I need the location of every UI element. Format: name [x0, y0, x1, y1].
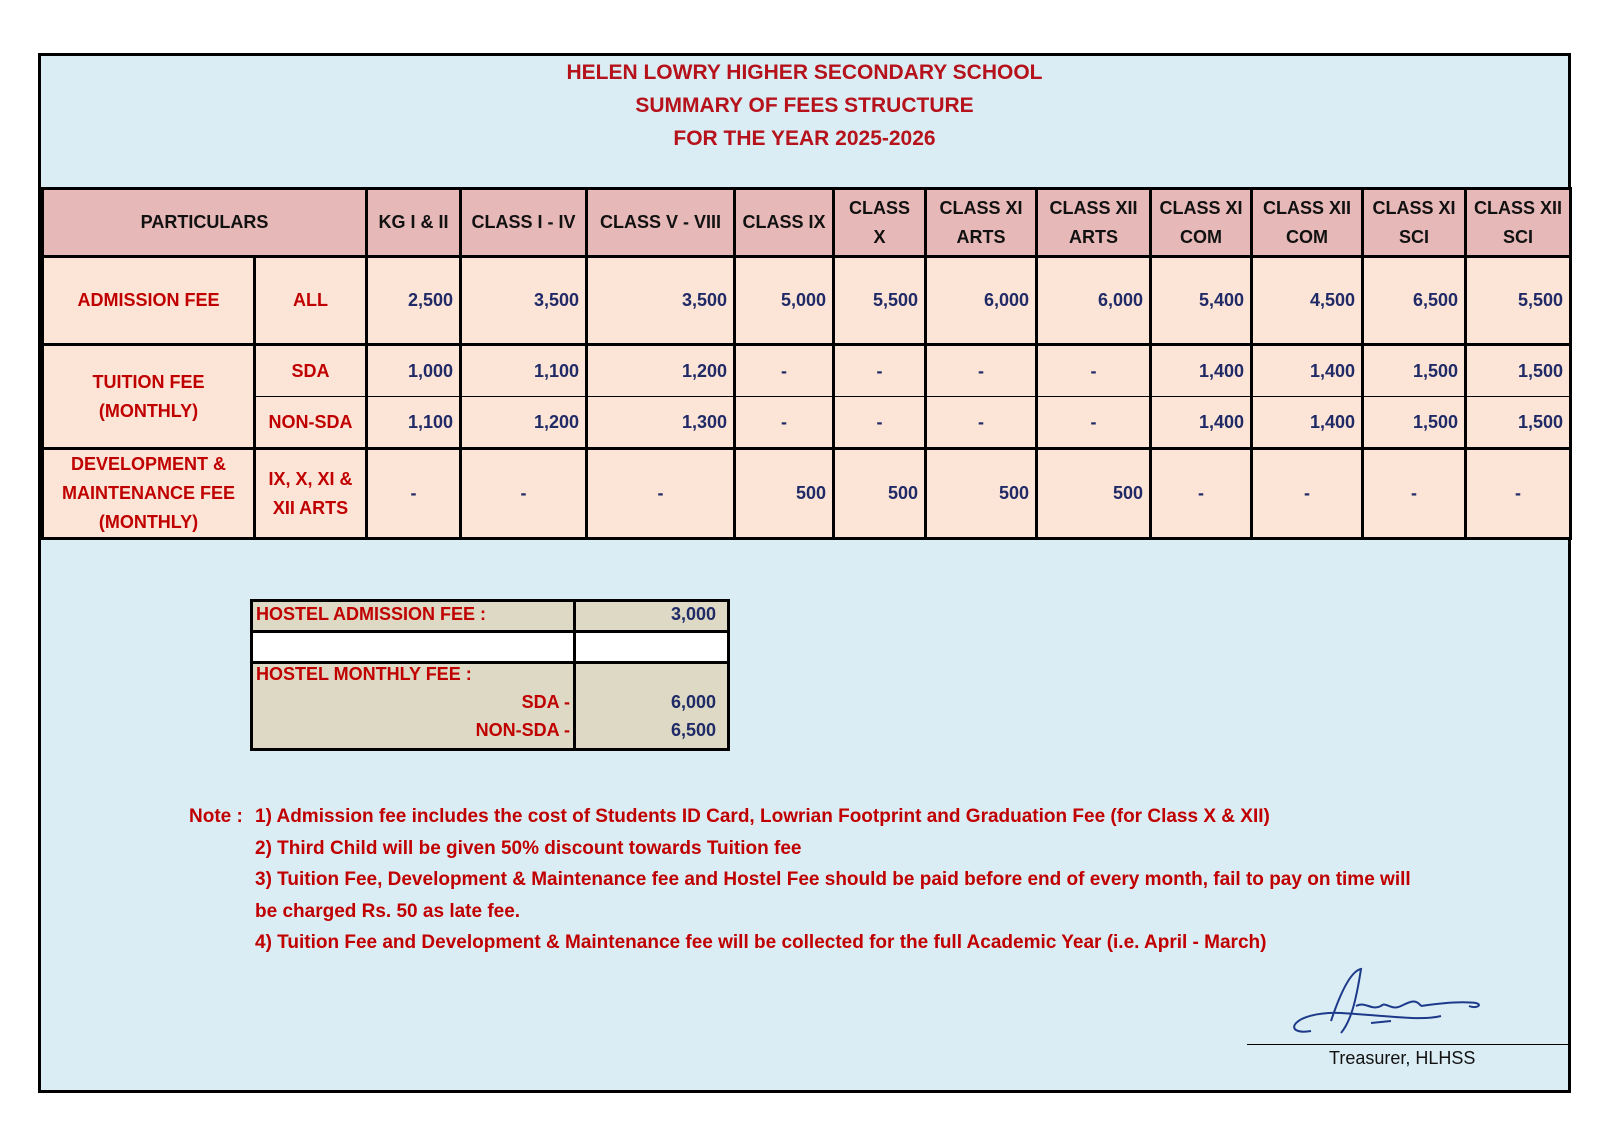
column-header: CLASS V - VIII: [585, 187, 737, 258]
fee-value: 4,500: [1250, 255, 1365, 346]
fee-value: -: [832, 343, 928, 397]
fee-value: -: [1149, 447, 1254, 540]
fee-value: 500: [832, 447, 928, 540]
fee-row: ADMISSION FEE ALL 2,500 3,500 3,500 5,000 5,50…: [41, 255, 1573, 346]
fee-value: 500: [733, 447, 836, 540]
fee-value: -: [832, 396, 928, 450]
fee-row: DEVELOPMENT & MAINTENANCE FEE (MONTHLY) I…: [41, 447, 1573, 540]
fee-value: 5,400: [1149, 255, 1254, 346]
fee-value: 1,000: [365, 343, 463, 397]
fee-value: 1,100: [365, 396, 463, 450]
fee-value: 1,200: [459, 396, 589, 450]
note-label: Note :: [189, 806, 243, 827]
fee-row: TUITION FEE (MONTHLY) SDA 1,000 1,100 1,200-…: [41, 343, 1573, 449]
nonsda-label: NON-SDA -: [475, 720, 570, 740]
row-label: TUITION FEE (MONTHLY): [41, 343, 256, 449]
fee-value: 500: [924, 447, 1039, 540]
fee-value: -: [1361, 447, 1468, 540]
hostel-monthly-label: HOSTEL MONTHLY FEE :: [256, 664, 472, 684]
column-header: KG I & II: [365, 187, 463, 258]
fee-value: 3,500: [459, 255, 589, 346]
hostel-fees: HOSTEL ADMISSION FEE : 3,000 HOSTEL MONT…: [250, 599, 730, 751]
sda-value: 6,000: [670, 692, 716, 712]
row: [253, 602, 727, 633]
column-header: CLASS IX: [733, 187, 836, 258]
fee-value: 6,000: [1035, 255, 1153, 346]
fee-value: 5,500: [1464, 255, 1573, 346]
fee-value: -: [1035, 396, 1153, 450]
fee-value: 1,500: [1361, 396, 1468, 450]
sda-label: SDA -: [521, 692, 570, 712]
column-header: CLASS XI SCI: [1361, 187, 1468, 258]
fee-value: 1,300: [585, 396, 737, 450]
hostel-admission-label: HOSTEL ADMISSION FEE :: [256, 604, 487, 624]
row-sublabel: NON-SDA: [252, 396, 369, 450]
fee-value: 5,000: [733, 255, 836, 346]
column-header: CLASS XII SCI: [1464, 187, 1573, 258]
year: FOR THE YEAR 2025-2026: [673, 127, 936, 150]
fee-value: -: [365, 447, 463, 540]
fee-value: 1,400: [1250, 343, 1365, 397]
fee-value: 500: [1035, 447, 1153, 540]
fees-table: PARTICULARS KG I & II CLASS I - IV CLASS V …: [40, 187, 1573, 540]
column-header: CLASS XII ARTS: [1035, 187, 1153, 258]
fee-row: NON-SDA 1,100 1,200 1,300- - - -1,400 1,400 1,50…: [43, 396, 1573, 450]
fee-value: -: [459, 447, 589, 540]
fee-value: 1,500: [1361, 343, 1468, 397]
sheet-title: SUMMARY OF FEES STRUCTURE: [635, 94, 974, 117]
fee-value: -: [1035, 343, 1153, 397]
column-header: CLASS X: [832, 187, 928, 258]
fee-value: 3,500: [585, 255, 737, 346]
note-item: 2) Third Child will be given 50% discoun…: [255, 837, 802, 859]
hostel-admission-value: 3,000: [670, 604, 716, 624]
fee-value: 5,500: [832, 255, 928, 346]
row-sublabel: ALL: [252, 255, 369, 346]
note-item: 3) Tuition Fee, Development & Maintenanc…: [255, 869, 1411, 922]
row: [253, 633, 727, 664]
fee-value: 1,400: [1250, 396, 1365, 450]
fee-value: 1,500: [1464, 396, 1573, 450]
fee-value: 1,500: [1464, 343, 1573, 397]
row-sublabel: SDA: [252, 343, 369, 397]
signature: [1293, 967, 1480, 1034]
school-name: HELEN LOWRY HIGHER SECONDARY SCHOOL: [566, 61, 1043, 84]
row-label: DEVELOPMENT & MAINTENANCE FEE (MONTHLY): [41, 447, 256, 540]
signature-caption: Treasurer, HLHSS: [1329, 1048, 1476, 1068]
fee-value: -: [924, 343, 1039, 397]
fee-value: 1,400: [1149, 396, 1254, 450]
fee-value: -: [733, 396, 836, 450]
note-item: 1) Admission fee includes the cost of St…: [255, 806, 1270, 827]
row-sublabel: IX, X, XI & XII ARTS: [252, 447, 369, 540]
fee-value: 6,500: [1361, 255, 1468, 346]
column-header: CLASS XII COM: [1250, 187, 1365, 258]
note-item: 4) Tuition Fee and Development & Mainten…: [255, 932, 1267, 953]
column-header: CLASS I - IV: [459, 187, 589, 258]
fee-value: 2,500: [365, 255, 463, 346]
column-header: CLASS XI COM: [1149, 187, 1254, 258]
signature-line: Treasurer, HLHSS: [1247, 1044, 1568, 1091]
row-label: ADMISSION FEE: [41, 255, 256, 346]
fee-value: -: [733, 343, 836, 397]
fee-value: 1,400: [1149, 343, 1254, 397]
note-items: 1) Admission fee includes the cost of St…: [255, 801, 1420, 959]
divider: [573, 602, 576, 748]
fee-sheet: HELEN LOWRY HIGHER SECONDARY SCHOOL SUMM…: [38, 53, 1573, 1093]
column-header: PARTICULARS: [40, 187, 369, 258]
fee-value: 1,200: [585, 343, 737, 397]
nonsda-value: 6,500: [670, 720, 716, 740]
fee-value: -: [924, 396, 1039, 450]
fee-value: -: [1464, 447, 1573, 540]
fee-value: 1,100: [459, 343, 589, 397]
fee-value: 6,000: [924, 255, 1039, 346]
fee-value: -: [1250, 447, 1365, 540]
fee-value: -: [585, 447, 737, 540]
header-row: PARTICULARS KG I & II CLASS I - IV CLASS V …: [40, 187, 1573, 258]
column-header: CLASS XI ARTS: [924, 187, 1039, 258]
